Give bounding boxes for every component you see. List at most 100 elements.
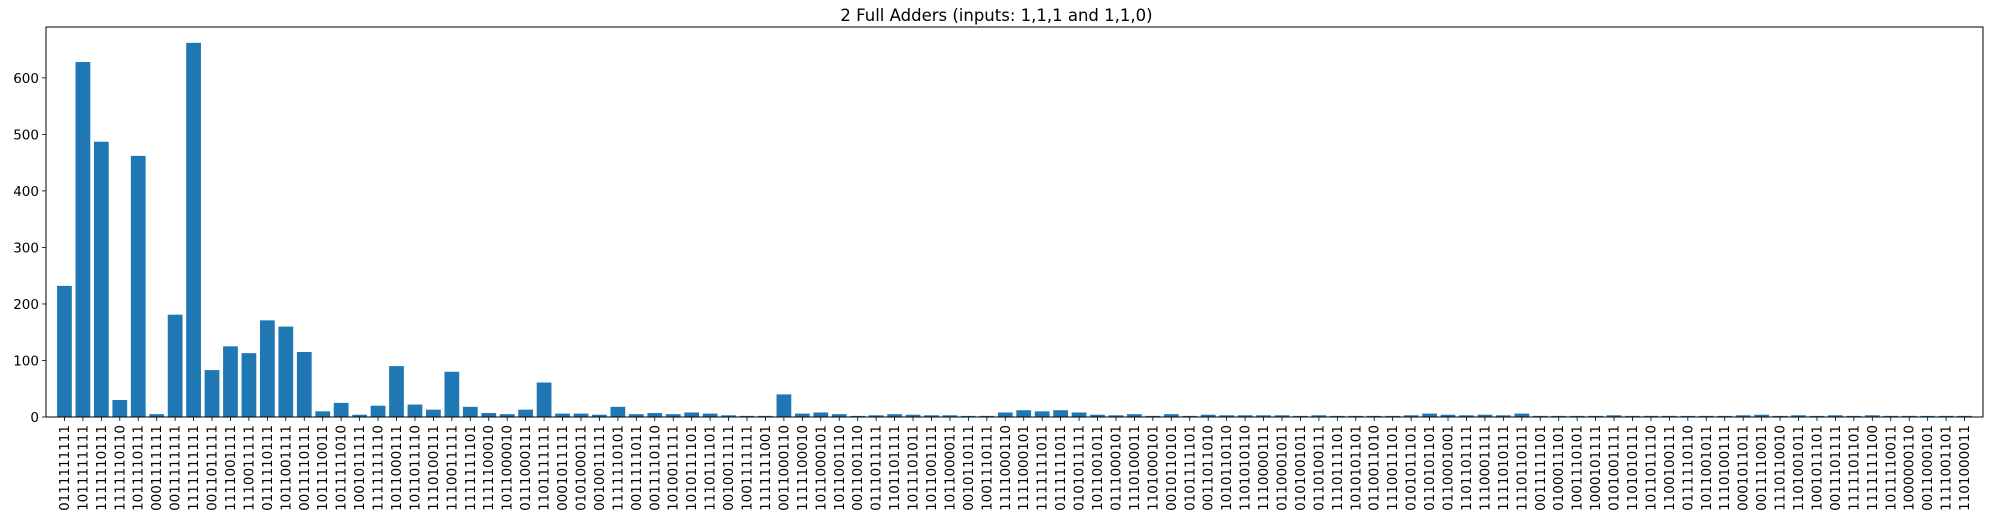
x-tick-label: 0011110011 [1754, 425, 1770, 511]
bar-1011000111 [389, 366, 404, 417]
bar-1011011110 [1643, 415, 1659, 417]
x-tick-label: 1111110111 [94, 425, 110, 511]
x-tick-label: 0011000110 [776, 425, 792, 511]
bar-1000000110 [1901, 415, 1917, 417]
bar-1111110101 [610, 406, 626, 417]
bar-1010011111 [665, 414, 681, 417]
x-tick-label: 1101000011 [1957, 425, 1973, 511]
x-tick-label: 1111110101 [610, 425, 626, 511]
x-tick-label: 1101111111 [537, 425, 553, 511]
bar-1111001111 [223, 346, 238, 417]
bar-0111000101 [1108, 415, 1124, 417]
x-tick-label: 1011001111 [924, 425, 940, 511]
y-tick-label: 200 [13, 297, 39, 313]
bar-0011111111 [167, 314, 183, 417]
x-tick-label: 0001111111 [149, 425, 165, 511]
x-tick-label: 1011000010 [500, 425, 516, 511]
x-tick-label: 1011110011 [1883, 425, 1899, 511]
x-tick-label: 0001011111 [555, 425, 571, 511]
x-tick-label: 0011101111 [1828, 425, 1844, 511]
x-tick-label: 0111111011 [1053, 425, 1069, 511]
bar-0010011111 [721, 415, 736, 417]
bar-1111110111 [93, 141, 109, 418]
bar-1100100111 [1662, 415, 1677, 417]
x-tick-label: 1011011110 [1643, 425, 1659, 511]
bar-1001011111 [352, 414, 367, 417]
x-tick-label: 0101001111 [1607, 425, 1623, 511]
x-tick-label: 0111111111 [57, 425, 73, 511]
x-tick-label: 0110100111 [1311, 425, 1327, 511]
x-tick-label: 1110000111 [1256, 425, 1272, 511]
bar-1010110110 [1219, 415, 1235, 417]
bar-1011110111 [130, 155, 146, 417]
x-tick-label: 1101010110 [1238, 425, 1254, 511]
bar-1010101101 [1348, 415, 1364, 417]
bar-1111100010 [481, 413, 497, 417]
x-tick-label: 0011111111 [168, 425, 184, 511]
bar-1101000101 [1145, 415, 1161, 417]
x-tick-label: 0011110111 [297, 425, 313, 511]
bar-0011011010 [1200, 414, 1216, 417]
y-tick-label: 0 [30, 410, 39, 426]
bar-1011111111 [75, 62, 91, 417]
bar-1011110011 [1883, 415, 1899, 417]
bar-1111110110 [112, 400, 128, 417]
bar-0100011101 [1551, 415, 1567, 417]
bar-1111001101 [1938, 415, 1954, 417]
x-tick-label: 0101001011 [1293, 425, 1309, 511]
bar-0011101111 [1828, 415, 1843, 417]
bar-0111000111 [518, 409, 534, 417]
bar-0011110111 [296, 352, 312, 417]
y-axis: 0 100 200 300 400 500 600 [13, 71, 46, 426]
x-tick-label: 1011000101 [813, 425, 829, 511]
bar-1011111010 [333, 402, 349, 417]
bar-0101011101 [1403, 415, 1419, 417]
bar-1111111111 [186, 42, 201, 417]
x-tick-label: 1111001111 [223, 425, 239, 511]
x-tick-label: 1110100111 [426, 425, 442, 511]
bar-1101101111 [1459, 415, 1474, 417]
y-tick-label: 400 [13, 184, 39, 200]
bar-1110001111 [1477, 414, 1493, 417]
x-tick-label: 1110111101 [1330, 425, 1346, 511]
bar-1101000011 [1957, 415, 1972, 417]
bar-1110100111 [426, 409, 441, 417]
x-tick-label: 0101111101 [1182, 425, 1198, 511]
bar-1001011101 [1809, 415, 1825, 417]
bar-0010011111 [592, 414, 607, 417]
bar-0011111101 [1532, 415, 1548, 417]
bar-0110001001 [1440, 414, 1456, 417]
y-tick-label: 300 [13, 240, 39, 256]
x-tick-label: 1111000110 [998, 425, 1014, 511]
x-tick-label: 1111100010 [481, 425, 497, 511]
x-tick-label: 0101011101 [1404, 425, 1420, 511]
x-tick-label: 1101000101 [1145, 425, 1161, 511]
x-tick-label: 1011000011 [942, 425, 958, 511]
x-tick-label: 0011000101 [1920, 425, 1936, 511]
bar-1111101101 [1846, 415, 1862, 417]
x-tick-label: 1111111001 [758, 425, 774, 511]
x-tick-label: 1111111100 [1865, 425, 1881, 511]
x-tick-label: 0110011010 [1367, 425, 1383, 511]
x-tick-label: 1101101111 [1459, 425, 1475, 511]
bar-1111010111 [1495, 415, 1511, 417]
bar-1110000111 [1256, 415, 1271, 417]
x-tick-label: 1111111101 [463, 425, 479, 511]
x-tick-label: 0101000111 [573, 425, 589, 511]
bar-1110100111 [1717, 415, 1733, 417]
bar-1111100010 [794, 413, 810, 417]
x-tick-label: 0100011101 [1551, 425, 1567, 511]
x-tick-label: 0010110101 [1164, 425, 1180, 511]
x-tick-label: 1011110011 [315, 425, 331, 511]
bar-1110100011 [1127, 414, 1142, 417]
x-tick-label: 0110101101 [1422, 425, 1438, 511]
bar-0011011111 [204, 370, 220, 417]
bar-1110011111 [241, 353, 257, 417]
bar-0011110011 [1754, 414, 1770, 417]
x-tick-label: 0111011111 [869, 425, 885, 511]
x-tick-label: 1011011110 [407, 425, 423, 511]
bar-1111111110 [370, 405, 386, 417]
bar-0001011111 [555, 413, 570, 417]
bar-0111111111 [57, 285, 72, 417]
bar-1011000011 [942, 415, 958, 417]
